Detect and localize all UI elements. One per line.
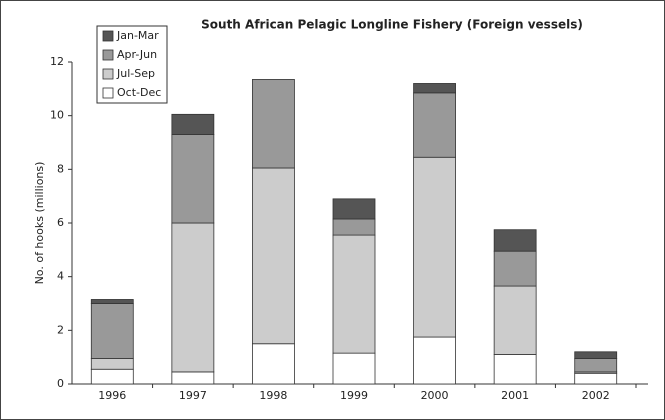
x-tick-label: 2001 <box>501 389 529 402</box>
bar-segment <box>574 358 618 373</box>
x-tick-label: 2000 <box>421 389 449 402</box>
bar-segment <box>574 372 618 385</box>
x-tick-label: 1996 <box>98 389 126 402</box>
bar-segment <box>252 167 295 345</box>
bar-segment <box>252 343 295 385</box>
bar-segment <box>413 156 456 338</box>
bar-segment <box>171 222 215 373</box>
x-tick-label: 1997 <box>179 389 207 402</box>
legend-swatch <box>102 30 114 42</box>
legend-swatch <box>102 68 114 80</box>
x-tick-label: 1998 <box>259 389 287 402</box>
bar-segment <box>493 250 537 287</box>
bar-segment <box>332 198 376 220</box>
legend-label: Jul-Sep <box>116 67 155 80</box>
bar-segment <box>90 303 134 359</box>
x-tick-label: 1999 <box>340 389 368 402</box>
legend-swatch <box>102 87 114 99</box>
bar-segment <box>252 79 295 169</box>
y-tick-label: 10 <box>50 109 64 122</box>
bar-segment <box>332 352 376 385</box>
bar-segment <box>171 134 215 224</box>
bar-segment <box>493 285 537 355</box>
bar-segment <box>171 371 215 385</box>
bar-segment <box>574 351 618 359</box>
bar-segment <box>413 336 456 385</box>
x-tick-label: 2002 <box>582 389 610 402</box>
chart-title: South African Pelagic Longline Fishery (… <box>201 18 583 32</box>
y-tick-label: 4 <box>57 270 64 283</box>
legend-label: Jan-Mar <box>116 29 159 42</box>
bar-segment <box>332 234 376 354</box>
bar-segment <box>413 92 456 158</box>
bar-segment <box>332 218 376 236</box>
y-tick-label: 8 <box>57 162 64 175</box>
bar-segment <box>413 83 456 94</box>
y-tick-label: 12 <box>50 55 64 68</box>
bar-segment <box>493 354 537 385</box>
bar-segment <box>90 299 134 304</box>
bar-segment <box>493 229 537 252</box>
bar-segment <box>90 368 134 385</box>
bar-segment <box>171 113 215 135</box>
legend-swatch <box>102 49 114 61</box>
legend-label: Oct-Dec <box>117 86 161 99</box>
y-tick-label: 0 <box>57 377 64 390</box>
legend-label: Apr-Jun <box>117 48 157 61</box>
y-axis-label: No. of hooks (millions) <box>33 162 46 285</box>
y-tick-label: 2 <box>57 323 64 336</box>
y-tick-label: 6 <box>57 216 64 229</box>
bar-segment <box>90 358 134 370</box>
